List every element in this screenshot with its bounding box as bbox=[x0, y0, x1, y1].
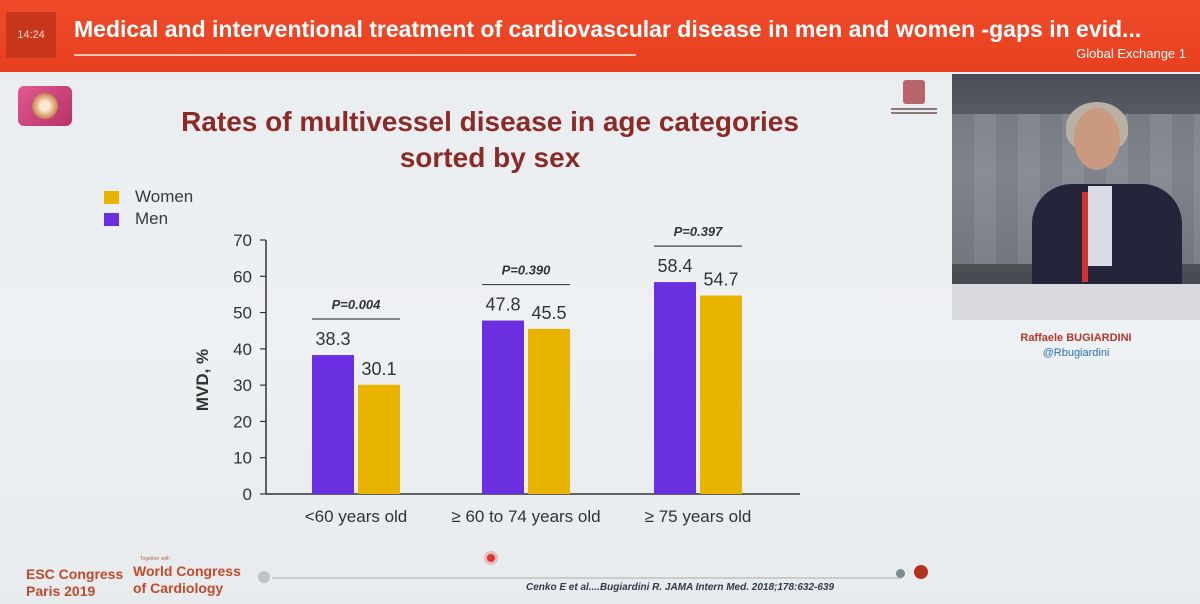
bar-value-label: 30.1 bbox=[361, 359, 396, 379]
congress-line2: Paris 2019 bbox=[26, 583, 96, 599]
bar-value-label: 47.8 bbox=[485, 295, 520, 315]
university-logo bbox=[884, 80, 944, 128]
citation: Cenko E et al....Bugiardini R. JAMA Inte… bbox=[526, 582, 835, 593]
legend-swatch-women bbox=[104, 190, 119, 204]
p-value-label: P=0.390 bbox=[502, 263, 552, 278]
y-tick-label: 50 bbox=[233, 304, 252, 323]
x-tick-label: <60 years old bbox=[305, 507, 408, 526]
bar-men bbox=[654, 282, 696, 494]
session-header: 14:24 Medical and interventional treatme… bbox=[0, 0, 1200, 72]
timeline-end-marker bbox=[914, 565, 928, 579]
bar-men bbox=[482, 320, 524, 494]
speaker-handle: @Rbugiardini bbox=[1042, 347, 1110, 359]
y-tick-label: 40 bbox=[233, 340, 252, 359]
chart-title-line1: Rates of multivessel disease in age cate… bbox=[181, 106, 799, 137]
clock: 14:24 bbox=[6, 12, 56, 58]
bar-men bbox=[312, 355, 354, 494]
congress-line1: ESC Congress bbox=[26, 566, 124, 582]
speaker-name: Raffaele BUGIARDINI bbox=[1020, 332, 1132, 344]
timeline-mid-marker bbox=[896, 569, 905, 578]
wcc-logo: World Congress of Cardiology bbox=[133, 563, 241, 597]
legend-item-women: Women bbox=[104, 186, 193, 208]
legend-item-men: Men bbox=[104, 208, 193, 230]
bar-value-label: 54.7 bbox=[703, 270, 738, 290]
bar-value-label: 58.4 bbox=[657, 256, 692, 276]
title-underline bbox=[74, 54, 636, 56]
y-axis-label: MVD, % bbox=[193, 349, 212, 411]
legend-swatch-men bbox=[104, 212, 119, 226]
chart-title-line2: sorted by sex bbox=[399, 142, 581, 173]
bar-value-label: 38.3 bbox=[315, 329, 350, 349]
p-value-label: P=0.397 bbox=[674, 224, 724, 239]
speaker-video bbox=[952, 74, 1200, 320]
x-tick-label: ≥ 60 to 74 years old bbox=[451, 507, 600, 526]
legend-label-women: Women bbox=[135, 187, 194, 206]
chart-legend: Women Men bbox=[104, 186, 193, 230]
y-tick-label: 30 bbox=[233, 376, 252, 395]
session-title: Medical and interventional treatment of … bbox=[74, 16, 1142, 42]
timeline-start-marker bbox=[258, 571, 270, 583]
bar-women bbox=[700, 295, 742, 494]
p-value-label: P=0.004 bbox=[332, 297, 382, 312]
bar-value-label: 45.5 bbox=[531, 303, 566, 323]
y-tick-label: 60 bbox=[233, 267, 252, 286]
esc-congress-logo: ESC Congress Paris 2019 bbox=[26, 566, 123, 600]
y-tick-label: 70 bbox=[233, 231, 252, 250]
bar-women bbox=[528, 328, 570, 494]
bar-women bbox=[358, 384, 400, 494]
y-tick-label: 10 bbox=[233, 449, 252, 468]
together-with-label: Together with bbox=[140, 556, 170, 562]
progress-timeline bbox=[272, 577, 902, 579]
laser-pointer-dot bbox=[487, 554, 495, 562]
x-tick-label: ≥ 75 years old bbox=[645, 507, 752, 526]
wcc-line1: World Congress bbox=[133, 563, 241, 579]
society-logo bbox=[18, 86, 72, 126]
y-tick-label: 0 bbox=[243, 485, 252, 504]
wcc-line2: of Cardiology bbox=[133, 580, 224, 596]
y-tick-label: 20 bbox=[233, 412, 252, 431]
chart-title: Rates of multivessel disease in age cate… bbox=[120, 104, 860, 176]
session-name: Global Exchange 1 bbox=[1076, 46, 1186, 61]
legend-label-men: Men bbox=[135, 209, 169, 228]
